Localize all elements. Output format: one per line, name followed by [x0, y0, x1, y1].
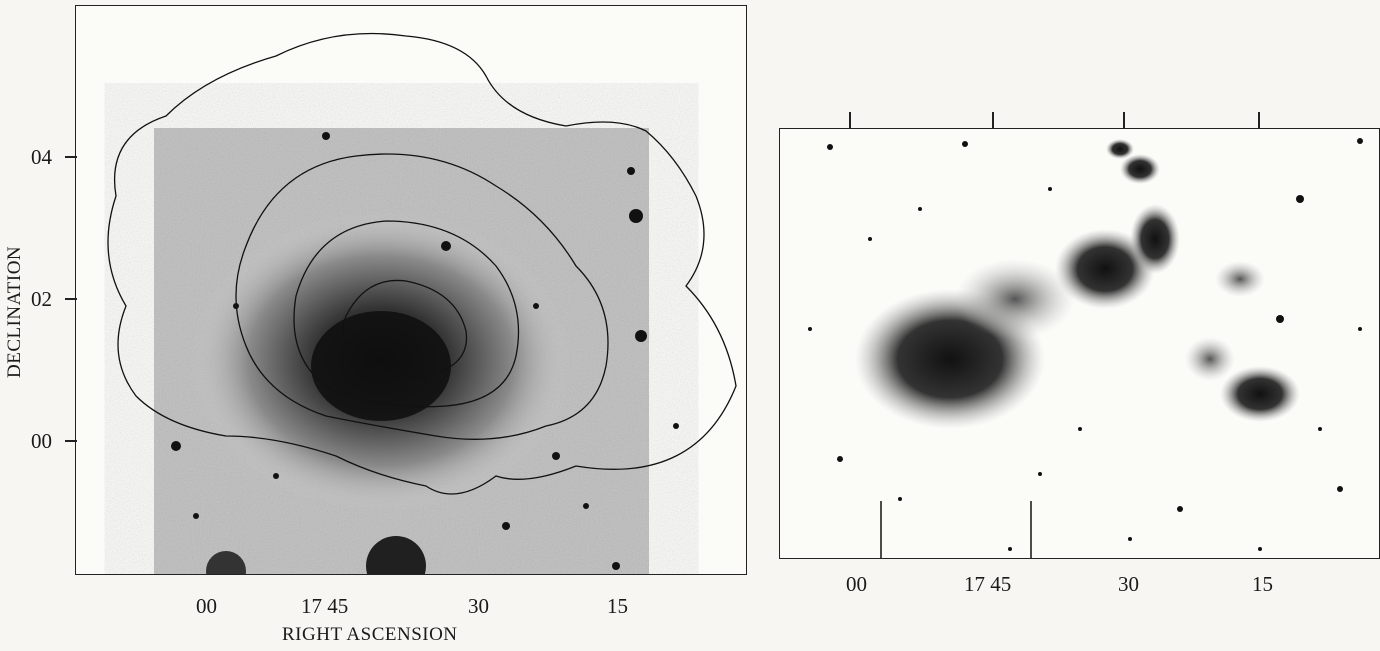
right-x-tick-label-30: 30 — [1118, 572, 1139, 596]
left-figure-panel: 04 02 00 DECLINATION 00 17 45 30 15 RIGH… — [4, 5, 747, 645]
right-top-tick-mark — [849, 112, 851, 128]
right-x-tick-label-00: 00 — [846, 572, 867, 596]
right-figure-panel: 00 17 45 30 15 — [760, 0, 1380, 651]
x-tick-label-30: 30 — [468, 594, 489, 618]
x-tick-label-00: 00 — [196, 594, 217, 618]
right-image-frame — [779, 128, 1380, 559]
bottom-tick-marks — [880, 501, 1032, 558]
left-y-tick-mark — [65, 298, 77, 300]
y-tick-label-04: 04 — [31, 145, 52, 169]
left-image-frame — [75, 5, 747, 575]
contour-lines — [107, 32, 737, 495]
left-image-svg — [107, 32, 737, 574]
right-x-tick-label-1745: 17 45 — [964, 572, 1012, 596]
y-tick-label-02: 02 — [31, 287, 52, 311]
star-points — [808, 138, 1363, 551]
right-x-tick-label-15: 15 — [1252, 572, 1273, 596]
emission-regions — [855, 139, 1300, 429]
left-y-tick-mark — [65, 156, 77, 158]
star-points — [171, 132, 679, 570]
right-top-tick-mark — [1258, 112, 1260, 128]
right-top-tick-mark — [1123, 112, 1125, 128]
x-axis-title: RIGHT ASCENSION — [282, 624, 458, 645]
right-top-tick-mark — [992, 112, 994, 128]
y-tick-label-00: 00 — [31, 429, 52, 453]
x-tick-label-15: 15 — [607, 594, 628, 618]
left-y-tick-mark — [65, 440, 77, 442]
x-tick-label-1745: 17 45 — [301, 594, 349, 618]
right-image-svg — [808, 138, 1363, 558]
y-axis-title: DECLINATION — [4, 245, 25, 378]
